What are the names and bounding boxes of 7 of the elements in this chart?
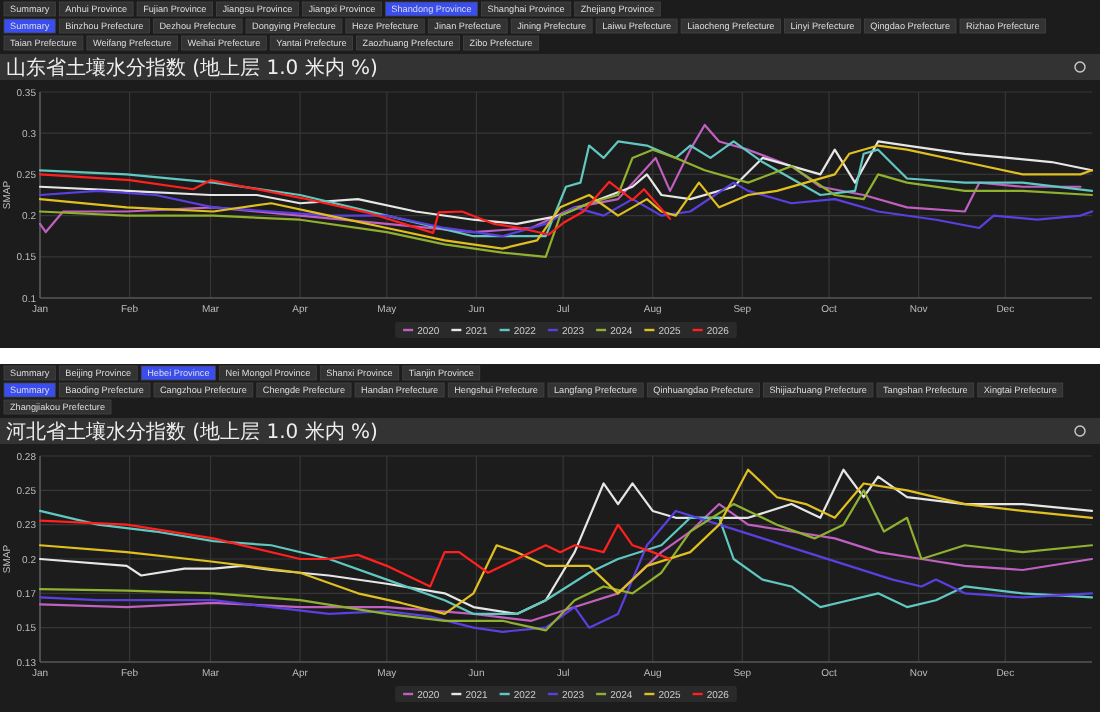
- line-series: [38, 123, 1082, 234]
- chart-title: 河北省土壤水分指数 (地上层 1.0 米内 %): [6, 420, 379, 444]
- chart-title: 山东省土壤水分指数 (地上层 1.0 米内 %): [6, 56, 379, 80]
- line-series: [38, 468, 1094, 616]
- line-series: [38, 181, 1094, 238]
- line-series: [38, 519, 672, 588]
- line-series: [38, 173, 672, 236]
